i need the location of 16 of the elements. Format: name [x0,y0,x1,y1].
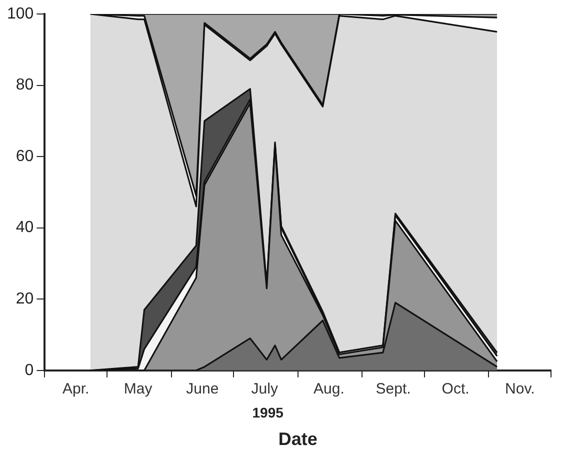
x-axis-title: Date [278,429,318,450]
x-tick-label: Oct. [442,380,470,398]
y-tick-label: 40 [16,219,34,236]
x-tick-label: Sept. [376,380,411,398]
y-tick-label: 60 [16,148,34,165]
x-tick-label: Aug. [314,380,344,398]
x-tick-label: July [251,380,278,398]
y-tick-label: 0 [24,362,34,379]
y-tick-label: 100 [6,5,34,22]
x-tick-label: Apr. [62,380,90,398]
x-tick-label: June [186,380,219,398]
y-tick-label: 20 [16,290,34,308]
y-tick-label: 80 [16,76,34,94]
x-tick-label: May [124,380,153,398]
x-tick-label: Nov. [505,380,535,398]
text: 1995 [252,404,284,420]
